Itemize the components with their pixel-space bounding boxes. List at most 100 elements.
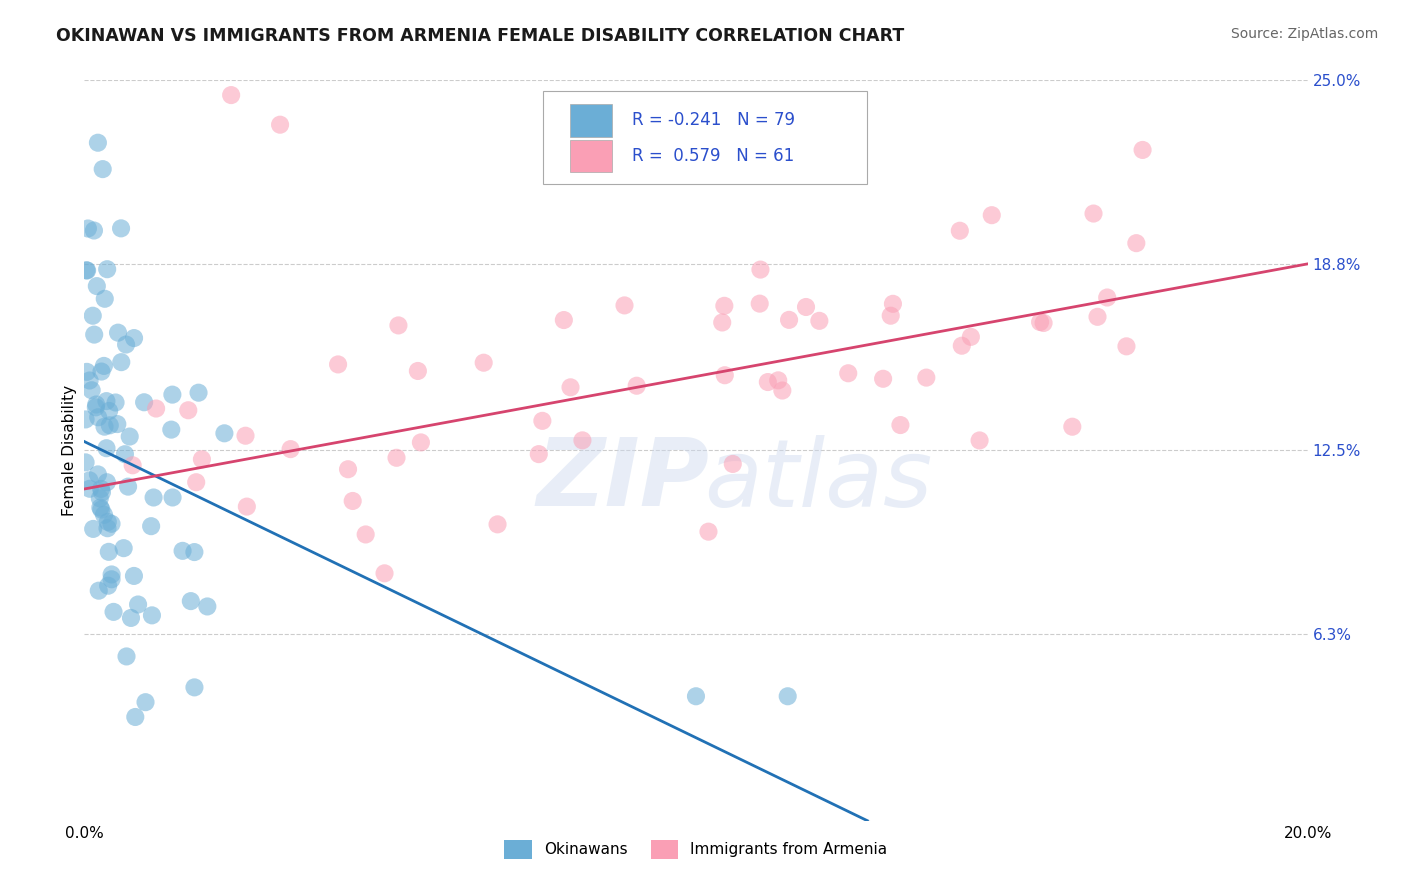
Point: [145, 401, 167, 416]
Point: [118, 429, 141, 443]
Point: [97, 579, 120, 593]
Point: [214, 426, 236, 441]
Point: [613, 298, 636, 312]
Point: [117, 480, 139, 494]
Point: [79, 482, 101, 496]
Point: [79, 473, 101, 487]
Point: [75, 412, 97, 426]
Point: [87, 467, 110, 482]
Point: [162, 491, 184, 505]
Y-axis label: Female Disability: Female Disability: [62, 384, 77, 516]
Point: [385, 450, 408, 465]
Point: [626, 378, 648, 392]
Point: [89, 500, 111, 515]
FancyBboxPatch shape: [543, 91, 868, 184]
Point: [406, 364, 429, 378]
Point: [527, 447, 550, 461]
Point: [531, 414, 554, 428]
Point: [1062, 419, 1084, 434]
Text: ZIP: ZIP: [536, 434, 709, 526]
Point: [124, 710, 146, 724]
Point: [94, 292, 117, 306]
Point: [89, 491, 111, 506]
Point: [79, 374, 101, 388]
Point: [1125, 236, 1147, 251]
Point: [177, 403, 200, 417]
Point: [872, 372, 894, 386]
Point: [882, 297, 904, 311]
Point: [571, 434, 593, 448]
Point: [103, 605, 125, 619]
Point: [685, 690, 707, 704]
Text: Source: ZipAtlas.com: Source: ZipAtlas.com: [1230, 27, 1378, 41]
Text: OKINAWAN VS IMMIGRANTS FROM ARMENIA FEMALE DISABILITY CORRELATION CHART: OKINAWAN VS IMMIGRANTS FROM ARMENIA FEMA…: [56, 27, 904, 45]
Point: [84, 397, 107, 411]
Point: [180, 594, 202, 608]
FancyBboxPatch shape: [569, 104, 612, 136]
Point: [98, 404, 121, 418]
Point: [114, 447, 136, 461]
Point: [97, 515, 120, 529]
Point: [160, 423, 183, 437]
Point: [342, 494, 364, 508]
Point: [91, 162, 114, 177]
Point: [960, 330, 983, 344]
Point: [82, 309, 104, 323]
Point: [90, 502, 112, 516]
Point: [1032, 316, 1054, 330]
Point: [183, 545, 205, 559]
Point: [172, 544, 194, 558]
Point: [1029, 315, 1052, 329]
Legend: Okinawans, Immigrants from Armenia: Okinawans, Immigrants from Armenia: [498, 834, 894, 865]
Point: [122, 331, 145, 345]
Point: [86, 279, 108, 293]
Point: [409, 435, 432, 450]
Point: [96, 521, 118, 535]
Point: [84, 401, 107, 415]
Point: [837, 366, 859, 380]
Point: [969, 434, 991, 448]
Point: [96, 475, 118, 490]
Point: [713, 368, 735, 383]
Point: [337, 462, 360, 476]
Point: [794, 300, 817, 314]
Point: [80, 383, 103, 397]
Point: [90, 365, 112, 379]
Point: [1115, 339, 1137, 353]
Point: [82, 522, 104, 536]
Point: [91, 485, 114, 500]
Point: [756, 375, 779, 389]
Point: [87, 136, 110, 150]
Point: [100, 516, 122, 531]
Point: [87, 583, 110, 598]
Point: [83, 327, 105, 342]
Point: [93, 508, 115, 522]
Point: [93, 419, 115, 434]
Point: [100, 572, 122, 586]
FancyBboxPatch shape: [569, 139, 612, 172]
Point: [1083, 206, 1105, 220]
Point: [90, 482, 112, 496]
Point: [87, 410, 110, 425]
Point: [115, 337, 138, 351]
Point: [187, 385, 209, 400]
Point: [326, 358, 349, 372]
Point: [711, 316, 734, 330]
Point: [77, 221, 100, 235]
Point: [96, 262, 118, 277]
Point: [115, 649, 138, 664]
Point: [96, 441, 118, 455]
Point: [770, 384, 793, 398]
Point: [697, 524, 720, 539]
Text: R =  0.579   N = 61: R = 0.579 N = 61: [633, 147, 794, 165]
Point: [107, 326, 129, 340]
Point: [121, 458, 143, 473]
Point: [980, 208, 1002, 222]
Point: [748, 296, 770, 310]
Point: [949, 224, 972, 238]
Point: [472, 356, 495, 370]
Point: [236, 500, 259, 514]
Point: [142, 491, 165, 505]
Point: [766, 373, 789, 387]
Point: [1095, 291, 1118, 305]
